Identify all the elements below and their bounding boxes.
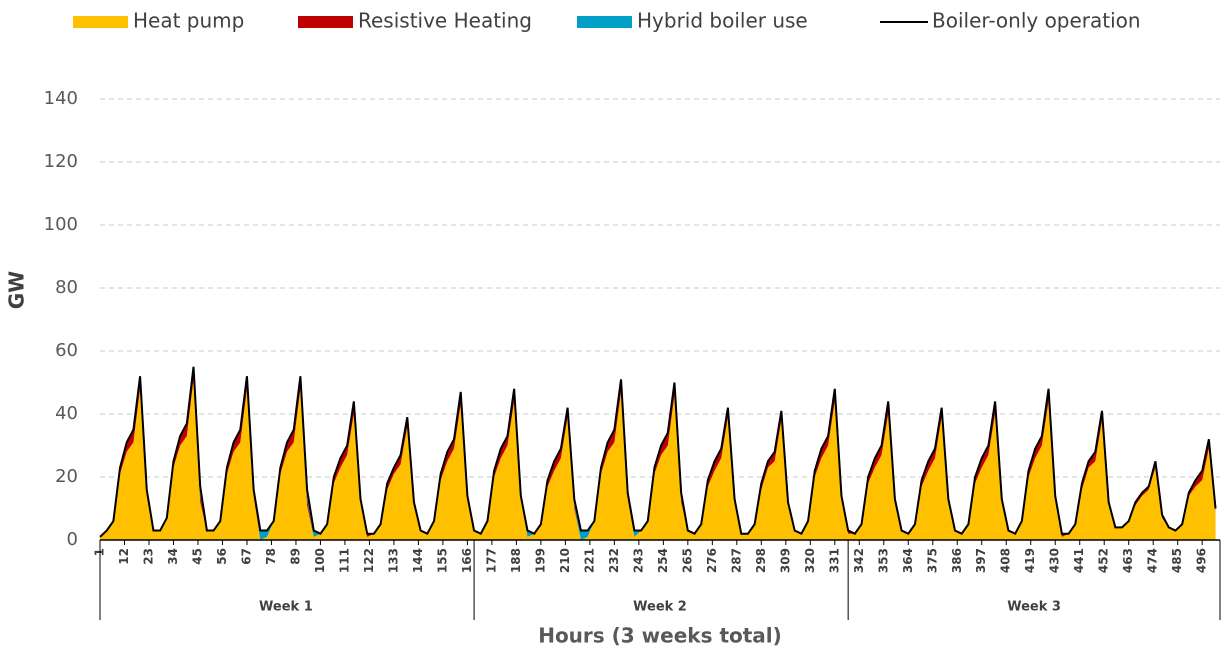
x-tick-label: 320 <box>803 548 817 573</box>
x-tick-label: 485 <box>1170 548 1184 573</box>
x-tick-label: 56 <box>215 548 229 565</box>
y-tick-label: 140 <box>44 88 78 109</box>
x-tick-label: 430 <box>1048 548 1062 573</box>
x-tick-label: 397 <box>974 548 988 573</box>
x-tick-label: 298 <box>754 548 768 573</box>
legend-swatch <box>73 16 128 28</box>
line-3 <box>99 366 1217 538</box>
x-tick-label: 474 <box>1146 548 1160 573</box>
legend-label: Resistive Heating <box>358 9 532 33</box>
y-tick-label: 100 <box>44 214 78 235</box>
x-tick-label: 243 <box>631 548 645 573</box>
x-tick-label: 254 <box>656 548 670 573</box>
area-0 <box>100 379 1216 540</box>
x-tick-label: 177 <box>484 548 498 573</box>
x-tick-label: 463 <box>1121 548 1135 573</box>
x-tick-label: 144 <box>411 548 425 573</box>
x-tick-label: 353 <box>876 548 890 573</box>
x-tick-label: 441 <box>1072 548 1086 573</box>
y-tick-label: 120 <box>44 151 78 172</box>
x-tick-label: 188 <box>509 548 523 573</box>
x-tick-label: 122 <box>362 548 376 573</box>
y-tick-label: 0 <box>67 529 78 550</box>
x-tick-label: 342 <box>852 548 866 573</box>
x-tick-label: 276 <box>705 548 719 573</box>
x-tick-label: 199 <box>533 548 547 573</box>
legend-label: Hybrid boiler use <box>637 9 808 33</box>
x-tick-label: 12 <box>117 548 131 565</box>
legend-swatch <box>298 16 353 28</box>
x-tick-label: 133 <box>386 548 400 573</box>
x-tick-label: 408 <box>999 548 1013 573</box>
x-tick-label: 309 <box>778 548 792 573</box>
x-tick-label: 67 <box>239 548 253 565</box>
x-tick-label: 78 <box>264 548 278 565</box>
x-tick-label: 210 <box>558 548 572 573</box>
y-tick-label: 20 <box>55 466 78 487</box>
y-tick-label: 80 <box>55 277 78 298</box>
x-tick-label: 287 <box>729 548 743 573</box>
x-tick-label: 331 <box>827 548 841 573</box>
x-tick-label: 496 <box>1195 548 1209 573</box>
group-label: Week 1 <box>259 600 313 615</box>
legend-swatch <box>577 16 632 28</box>
x-tick-label: 155 <box>435 548 449 573</box>
group-label: Week 2 <box>633 600 687 615</box>
x-tick-label: 100 <box>313 548 327 573</box>
y-tick-label: 40 <box>55 403 78 424</box>
x-tick-label: 265 <box>680 548 694 573</box>
x-tick-label: 23 <box>141 548 155 565</box>
x-axis-title: Hours (3 weeks total) <box>538 624 782 648</box>
x-tick-label: 45 <box>190 548 204 565</box>
x-tick-label: 221 <box>582 548 596 573</box>
legend-label: Heat pump <box>133 9 244 33</box>
x-tick-label: 386 <box>950 548 964 573</box>
x-tick-label: 375 <box>925 548 939 573</box>
x-tick-label: 111 <box>337 548 351 573</box>
x-tick-label: 34 <box>166 548 180 565</box>
x-tick-label: 89 <box>288 548 302 565</box>
y-tick-label: 60 <box>55 340 78 361</box>
x-tick-label: 232 <box>607 548 621 573</box>
x-tick-label: 166 <box>460 548 474 573</box>
x-tick-label: 452 <box>1097 548 1111 573</box>
group-label: Week 3 <box>1007 600 1061 615</box>
legend-label: Boiler-only operation <box>932 9 1141 33</box>
x-tick-label: 364 <box>901 548 915 573</box>
x-tick-label: 419 <box>1023 548 1037 573</box>
y-axis-title: GW <box>5 271 29 309</box>
